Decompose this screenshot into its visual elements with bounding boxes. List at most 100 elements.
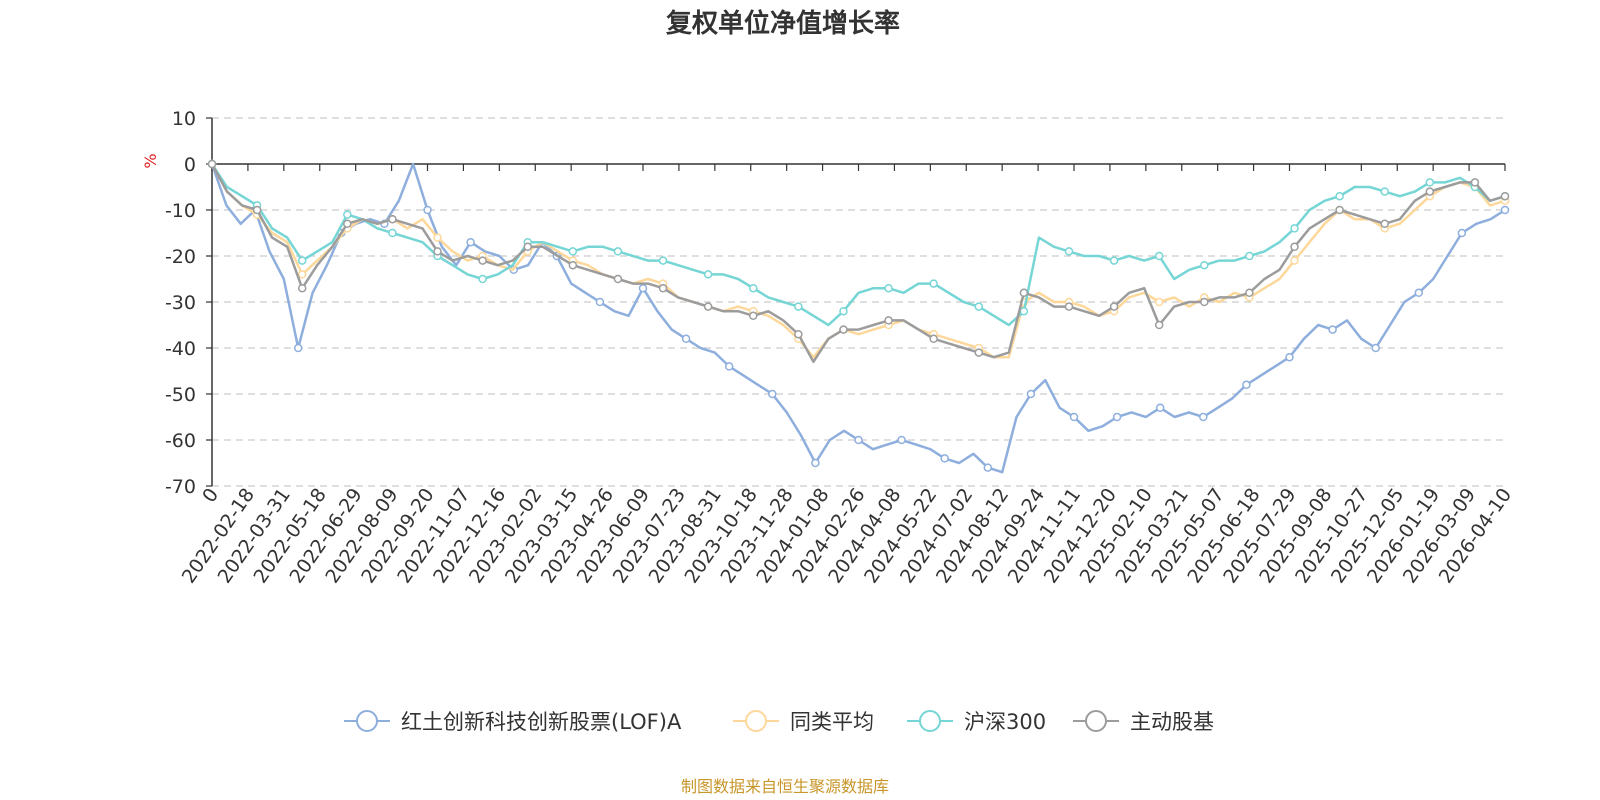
chart-title: 复权单位净值增长率 bbox=[666, 8, 900, 39]
data-point bbox=[1457, 228, 1467, 238]
data-point bbox=[974, 302, 984, 311]
data-point bbox=[839, 306, 848, 316]
data-point bbox=[884, 316, 893, 325]
series-2 bbox=[207, 159, 1510, 327]
series-line bbox=[210, 163, 1506, 359]
data-point bbox=[1290, 224, 1299, 233]
data-point bbox=[1064, 247, 1074, 256]
y-tick-label: 10 bbox=[172, 108, 196, 130]
data-source-note: 制图数据来自恒生聚源数据库 bbox=[681, 777, 889, 796]
data-point bbox=[595, 297, 605, 307]
data-point bbox=[929, 279, 938, 288]
data-point bbox=[1069, 412, 1079, 422]
series-0 bbox=[207, 159, 1510, 474]
legend-item[interactable]: 同类平均 bbox=[733, 710, 874, 734]
data-point bbox=[466, 237, 475, 247]
data-point bbox=[568, 247, 578, 256]
data-point bbox=[884, 283, 893, 293]
data-point bbox=[974, 348, 984, 357]
data-point bbox=[523, 242, 532, 252]
data-point bbox=[703, 302, 713, 311]
data-point bbox=[811, 458, 820, 468]
data-point bbox=[658, 256, 668, 265]
data-point bbox=[1425, 178, 1435, 187]
data-point bbox=[297, 256, 307, 265]
data-point bbox=[293, 343, 303, 353]
legend-marker bbox=[919, 710, 941, 732]
data-point bbox=[1109, 256, 1119, 265]
data-point bbox=[940, 454, 949, 463]
data-point bbox=[658, 283, 668, 293]
data-point bbox=[1500, 205, 1510, 215]
data-point bbox=[1245, 288, 1254, 298]
data-point bbox=[1199, 412, 1208, 422]
data-point bbox=[388, 214, 397, 224]
legend[interactable]: 红土创新科技创新股票(LOF)A 同类平均 沪深300 主动股基 bbox=[344, 710, 1214, 734]
data-point bbox=[681, 334, 691, 344]
data-point bbox=[724, 362, 734, 371]
y-tick-labels: 10 0 -10 -20 -30 -40 -50 -60 -70 bbox=[165, 108, 212, 498]
data-point bbox=[854, 435, 863, 445]
x-tick-label: 0 bbox=[198, 484, 223, 507]
data-point bbox=[1335, 205, 1344, 215]
data-point bbox=[749, 311, 758, 321]
data-point bbox=[1154, 251, 1164, 261]
data-point bbox=[1290, 256, 1299, 265]
data-point bbox=[1154, 297, 1164, 307]
series-3 bbox=[207, 159, 1510, 364]
series-line bbox=[210, 163, 1506, 327]
data-point bbox=[768, 389, 777, 399]
data-point bbox=[1200, 260, 1209, 270]
axes bbox=[211, 118, 1506, 486]
y-tick-label: -50 bbox=[165, 384, 196, 406]
data-point bbox=[433, 247, 442, 256]
data-point bbox=[252, 205, 262, 215]
data-point bbox=[897, 435, 906, 445]
data-point bbox=[1245, 251, 1254, 261]
data-point bbox=[613, 274, 623, 284]
series-lines bbox=[207, 159, 1510, 474]
y-tick-label: -30 bbox=[165, 292, 196, 314]
data-point bbox=[1380, 219, 1389, 229]
data-point bbox=[388, 228, 397, 238]
data-point bbox=[207, 159, 217, 169]
grid-lines bbox=[212, 117, 1505, 487]
y-axis-unit: % bbox=[141, 153, 160, 168]
legend-label: 沪深300 bbox=[964, 710, 1046, 734]
data-point bbox=[794, 329, 803, 339]
data-point bbox=[1470, 178, 1480, 187]
data-point bbox=[1200, 297, 1209, 307]
data-point bbox=[433, 233, 442, 242]
data-point bbox=[1064, 302, 1074, 311]
y-tick-label: -20 bbox=[165, 246, 196, 268]
data-point bbox=[343, 210, 352, 219]
legend-marker bbox=[745, 710, 767, 732]
data-point bbox=[1109, 302, 1119, 311]
data-point bbox=[613, 247, 623, 256]
data-point bbox=[568, 260, 578, 270]
legend-item[interactable]: 红土创新科技创新股票(LOF)A bbox=[344, 710, 682, 734]
data-point bbox=[983, 463, 993, 472]
legend-item[interactable]: 主动股基 bbox=[1073, 710, 1214, 734]
data-point bbox=[1155, 403, 1165, 413]
data-point bbox=[1380, 187, 1389, 196]
data-point bbox=[1328, 325, 1337, 334]
series-line bbox=[210, 163, 1506, 364]
legend-label: 红土创新科技创新股票(LOF)A bbox=[401, 710, 682, 734]
data-point bbox=[478, 274, 487, 284]
data-point bbox=[1425, 187, 1435, 196]
data-point bbox=[343, 219, 352, 229]
legend-label: 主动股基 bbox=[1130, 710, 1214, 734]
data-point bbox=[929, 334, 938, 344]
data-point bbox=[297, 283, 307, 293]
data-point bbox=[478, 256, 487, 265]
data-point bbox=[297, 270, 307, 279]
data-point bbox=[1371, 343, 1380, 353]
data-point bbox=[423, 205, 432, 215]
y-tick-label: -40 bbox=[165, 338, 196, 360]
data-point bbox=[1414, 288, 1424, 298]
x-tick-labels: 02022-02-182022-03-312022-05-182022-06-2… bbox=[178, 484, 1516, 587]
data-point bbox=[794, 302, 803, 311]
legend-item[interactable]: 沪深300 bbox=[907, 710, 1046, 734]
